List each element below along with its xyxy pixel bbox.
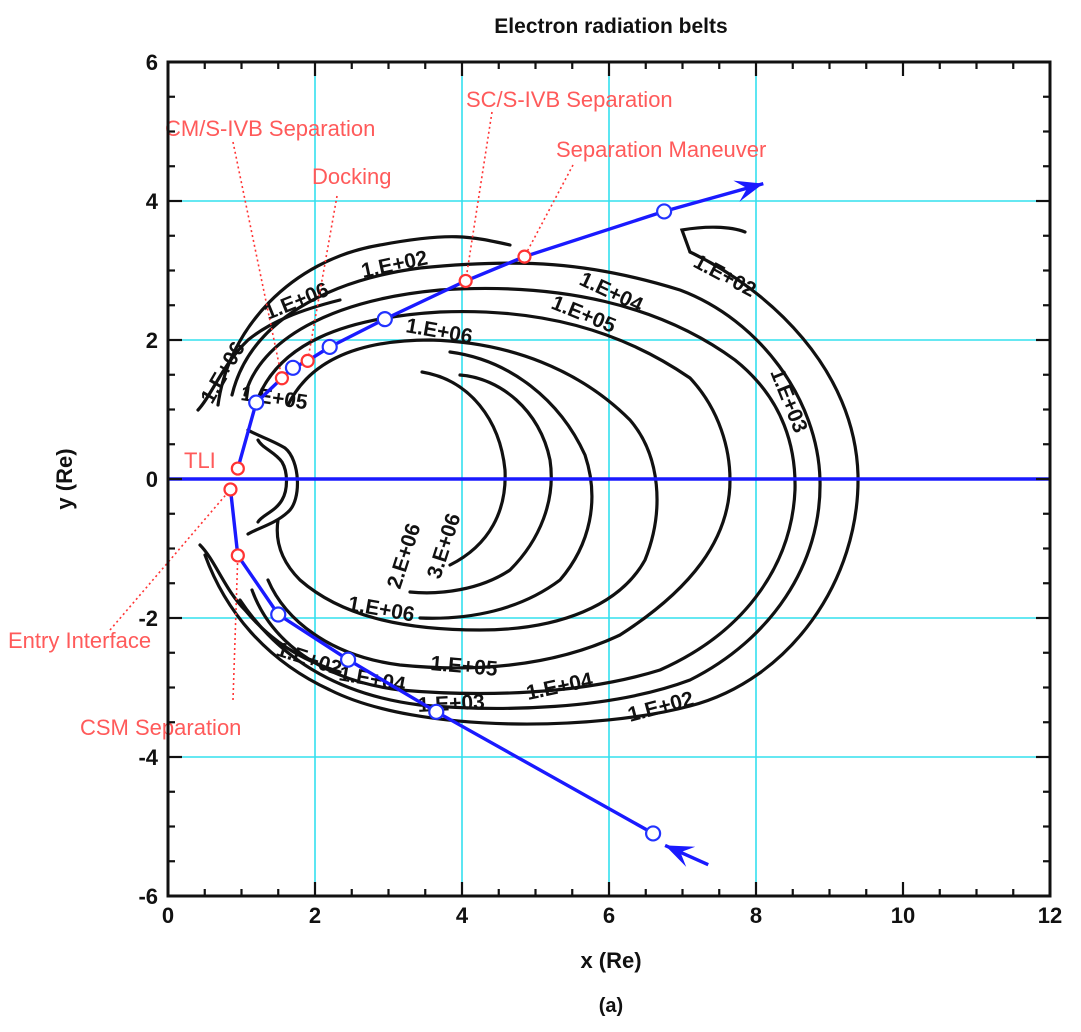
event-leader-line [109,488,232,631]
event-label: TLI [184,448,216,473]
event-marker [223,482,238,497]
contour-upper-wing [196,298,342,412]
waypoint-marker [376,311,393,328]
contour-label: 2.E+06 [383,521,426,592]
y-axis-label: y (Re) [52,448,77,509]
waypoint-marker [644,825,662,842]
y-tick-label: 0 [146,467,158,492]
waypoint-marker [248,394,265,411]
event-label: Docking [312,164,391,189]
waypoint-marker [284,359,302,376]
x-tick-label: 12 [1038,903,1062,928]
contour-label: 1.E+04 [524,668,595,705]
event-leader-line [232,555,239,701]
trajectory-line [228,489,654,835]
x-tick-label: 10 [891,903,915,928]
event-leader-line [232,141,283,379]
contour-label: 3.E+06 [423,511,466,582]
contour-label: 1.E+06 [404,314,474,348]
trajectory-line [236,181,764,470]
x-tick-label: 0 [162,903,174,928]
event-label: SC/S-IVB Separation [466,87,673,112]
chart-title: Electron radiation belts [494,15,727,38]
event-marker [274,371,290,386]
waypoint-marker [270,606,287,623]
x-tick-label: 2 [309,903,321,928]
y-tick-label: 2 [146,328,158,353]
contour-3e06 [408,373,553,595]
waypoint-marker [656,203,673,220]
event-marker [300,353,315,368]
event-marker [517,249,532,264]
event-leader-line [464,111,493,282]
event-leader-line [523,164,574,257]
trajectory [168,180,1050,867]
x-axis-label: x (Re) [580,948,641,973]
contour-inner-belt [256,438,289,524]
event-label: CSM Separation [80,715,241,740]
event-marker [230,461,245,476]
x-tick-label: 4 [456,903,469,928]
y-tick-label: 4 [146,189,159,214]
y-tick-label: -6 [138,884,158,909]
trajectory-markers [223,203,673,842]
contour-inner-belt-2 [246,428,300,536]
contour-label: 1.E+02 [359,246,429,282]
event-label: CM/S-IVB Separation [165,116,375,141]
y-tick-label: 6 [146,50,158,75]
contour-label: 1.E+02 [690,250,760,302]
contour-1e06-outer [275,338,659,632]
event-leader-lines [109,111,574,701]
waypoint-marker [321,338,338,356]
outbound-arrow-head [733,180,764,202]
event-marker [458,273,473,289]
event-marker [230,548,245,563]
contour-2e06 [418,350,594,620]
contour-label: 1.E+03 [417,691,485,717]
contour-label: 1.E+02 [625,687,696,727]
contour-label: 1.E+05 [430,652,499,681]
contour-kink [679,225,747,254]
waypoint-marker [428,703,445,720]
tick-labels: 0 2 4 6 8 10 12 6 4 2 0 -2 -4 -6 [138,50,1062,928]
y-tick-label: -2 [138,606,158,631]
x-tick-label: 8 [750,903,762,928]
event-label: Separation Maneuver [556,137,766,162]
inbound-arrow-head [665,845,696,867]
x-tick-label: 6 [603,903,615,928]
panel-label: (a) [599,995,623,1017]
contour-inner-arc [420,370,507,567]
event-labels: TLI Entry Interface CSM Separation CM/S-IVB… [8,87,766,740]
contour-lower-wing [198,543,342,674]
contour-label: 1.E+06 [346,592,416,626]
y-tick-label: -4 [138,745,158,770]
frame-ticks [166,60,1052,898]
waypoint-marker [339,651,357,668]
event-label: Entry Interface [8,628,151,653]
contour-outer [203,235,860,726]
